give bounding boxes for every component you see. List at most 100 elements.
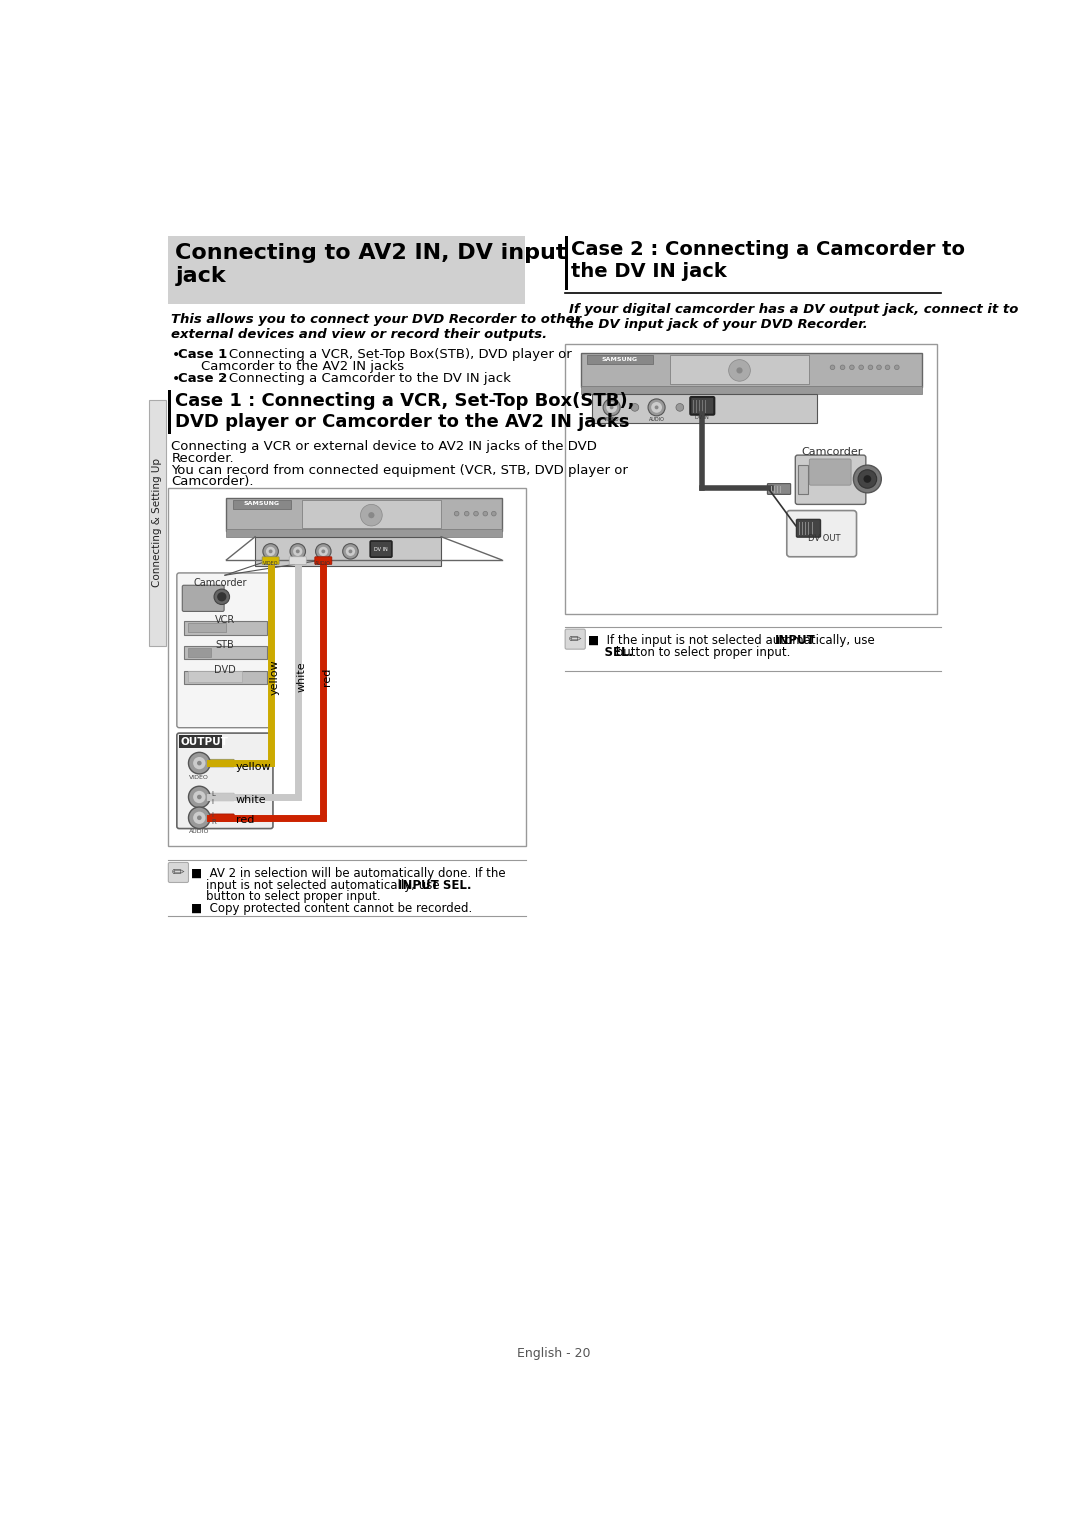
- Text: DV IN: DV IN: [374, 546, 388, 552]
- Circle shape: [293, 546, 302, 555]
- Bar: [184, 621, 267, 635]
- Circle shape: [853, 465, 881, 492]
- Circle shape: [368, 512, 375, 518]
- Bar: [184, 670, 267, 684]
- Text: STB: STB: [216, 640, 234, 650]
- Text: If your digital camcorder has a DV output jack, connect it to
the DV input jack : If your digital camcorder has a DV outpu…: [569, 304, 1018, 331]
- Circle shape: [193, 792, 205, 804]
- FancyBboxPatch shape: [768, 483, 791, 494]
- Text: Connecting to AV2 IN, DV input
jack: Connecting to AV2 IN, DV input jack: [175, 242, 567, 285]
- FancyBboxPatch shape: [370, 542, 392, 557]
- Circle shape: [315, 543, 332, 558]
- Text: I: I: [212, 799, 214, 804]
- Text: Camcorder to the AV2 IN jacks: Camcorder to the AV2 IN jacks: [201, 359, 404, 373]
- Circle shape: [296, 549, 299, 554]
- Text: I: I: [212, 811, 214, 818]
- Text: INPUT SEL.: INPUT SEL.: [399, 879, 472, 891]
- Text: Case 1: Case 1: [177, 348, 227, 360]
- FancyBboxPatch shape: [210, 759, 234, 767]
- Text: SAMSUNG: SAMSUNG: [243, 502, 280, 506]
- Text: Camcorder: Camcorder: [801, 448, 863, 457]
- Bar: [188, 623, 227, 632]
- Text: ■  Copy protected content cannot be recorded.: ■ Copy protected content cannot be recor…: [191, 902, 472, 914]
- Circle shape: [859, 365, 864, 370]
- Circle shape: [193, 811, 205, 824]
- Circle shape: [455, 511, 459, 515]
- Text: AUDIO: AUDIO: [315, 560, 332, 566]
- Circle shape: [864, 476, 872, 483]
- Bar: [232, 500, 291, 509]
- Text: Case 2 : Connecting a Camcorder to
the DV IN jack: Case 2 : Connecting a Camcorder to the D…: [571, 239, 966, 281]
- Text: yellow: yellow: [270, 660, 280, 695]
- Circle shape: [291, 543, 306, 558]
- Circle shape: [197, 761, 202, 765]
- Circle shape: [474, 511, 478, 515]
- Text: Connecting & Setting Up: Connecting & Setting Up: [152, 459, 162, 588]
- Circle shape: [214, 589, 230, 604]
- FancyBboxPatch shape: [809, 459, 851, 485]
- Circle shape: [648, 399, 665, 416]
- Circle shape: [631, 403, 638, 411]
- Text: You can record from connected equipment (VCR, STB, DVD player or: You can record from connected equipment …: [172, 463, 629, 477]
- FancyBboxPatch shape: [262, 557, 279, 565]
- Circle shape: [737, 367, 743, 373]
- FancyBboxPatch shape: [168, 862, 189, 882]
- Text: ■  If the input is not selected automatically, use: ■ If the input is not selected automatic…: [588, 634, 878, 647]
- Circle shape: [868, 365, 873, 370]
- Bar: [227, 499, 501, 531]
- Bar: [168, 390, 172, 434]
- Circle shape: [322, 549, 325, 554]
- Circle shape: [193, 756, 205, 769]
- Bar: [188, 647, 211, 657]
- Text: red: red: [235, 815, 254, 825]
- Text: Camcorder).: Camcorder).: [172, 476, 254, 488]
- Circle shape: [610, 405, 613, 410]
- Circle shape: [217, 592, 227, 601]
- Text: : Connecting a Camcorder to the DV IN jack: : Connecting a Camcorder to the DV IN ja…: [216, 371, 511, 385]
- Circle shape: [483, 511, 488, 515]
- Text: L: L: [212, 792, 216, 796]
- Text: Connecting a VCR or external device to AV2 IN jacks of the DVD: Connecting a VCR or external device to A…: [172, 440, 597, 454]
- Circle shape: [189, 752, 211, 773]
- Bar: [188, 672, 242, 683]
- Circle shape: [894, 365, 900, 370]
- Text: INPUT: INPUT: [775, 634, 815, 647]
- Text: ■  AV 2 in selection will be automatically done. If the: ■ AV 2 in selection will be automaticall…: [191, 867, 505, 881]
- Circle shape: [342, 543, 359, 558]
- Text: Camcorder: Camcorder: [193, 577, 246, 588]
- Circle shape: [831, 365, 835, 370]
- Bar: [168, 488, 526, 847]
- Text: button to select proper input.: button to select proper input.: [191, 890, 380, 904]
- FancyBboxPatch shape: [210, 793, 234, 801]
- Bar: [255, 537, 441, 566]
- Circle shape: [266, 546, 275, 555]
- Circle shape: [197, 795, 202, 799]
- FancyBboxPatch shape: [786, 511, 856, 557]
- Text: English - 20: English - 20: [516, 1347, 591, 1359]
- Text: white: white: [297, 661, 307, 692]
- FancyBboxPatch shape: [177, 572, 273, 727]
- Bar: [168, 236, 525, 304]
- FancyBboxPatch shape: [314, 557, 332, 565]
- Text: Case 1 : Connecting a VCR, Set-Top Box(STB),
DVD player or Camcorder to the AV2 : Case 1 : Connecting a VCR, Set-Top Box(S…: [175, 393, 635, 431]
- Circle shape: [606, 402, 617, 413]
- Circle shape: [840, 365, 845, 370]
- Circle shape: [262, 543, 279, 558]
- Text: DV IN: DV IN: [696, 416, 710, 420]
- FancyBboxPatch shape: [690, 397, 714, 414]
- Text: white: white: [235, 795, 267, 805]
- Text: VIDEO: VIDEO: [189, 775, 210, 779]
- Text: yellow: yellow: [235, 762, 271, 772]
- Circle shape: [886, 365, 890, 370]
- Text: DV OUT: DV OUT: [809, 534, 841, 543]
- Circle shape: [346, 546, 355, 555]
- Text: AUDIO: AUDIO: [649, 417, 664, 422]
- FancyBboxPatch shape: [183, 586, 225, 612]
- Circle shape: [269, 549, 272, 554]
- Circle shape: [877, 365, 881, 370]
- Text: : Connecting a VCR, Set-Top Box(STB), DVD player or: : Connecting a VCR, Set-Top Box(STB), DV…: [216, 348, 571, 360]
- Bar: [565, 236, 568, 290]
- Circle shape: [361, 505, 382, 526]
- Text: Case 2: Case 2: [177, 371, 227, 385]
- FancyBboxPatch shape: [795, 456, 866, 505]
